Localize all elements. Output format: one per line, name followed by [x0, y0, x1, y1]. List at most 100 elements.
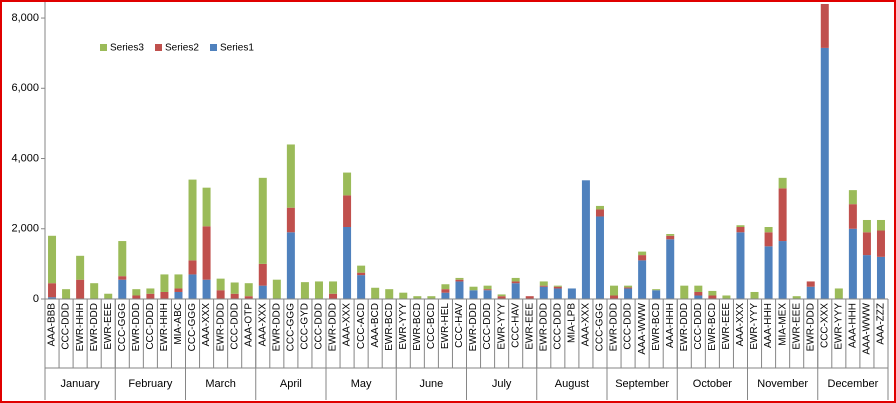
group-label: November — [757, 378, 808, 390]
x-tick-label: EWR-BCD — [384, 303, 395, 351]
x-tick-label: AAA-XXX — [257, 303, 268, 347]
y-tick-label: 0 — [33, 293, 39, 305]
x-tick-label: EWR-BCD — [412, 303, 423, 351]
y-tick-label: 6,000 — [11, 82, 39, 94]
group-label: February — [128, 378, 173, 390]
bar-segment — [694, 291, 703, 296]
bar-segment — [441, 284, 450, 290]
x-tick-label: CCC-ACD — [356, 303, 367, 349]
bar-segment — [455, 277, 464, 280]
x-tick-label: CCC-BCD — [426, 303, 437, 349]
x-tick-label: AAA-HHH — [848, 303, 859, 348]
x-tick-label: CCC-XXX — [819, 303, 830, 348]
x-tick-label: CCC-GGG — [187, 303, 198, 352]
bar-segment — [581, 180, 590, 299]
bar-segment — [272, 279, 281, 299]
bar-segment — [497, 294, 506, 297]
bar-segment — [539, 285, 548, 287]
bar-segment — [511, 283, 520, 299]
x-tick-label: CCC-DDD — [145, 303, 156, 350]
bar-segment — [511, 281, 520, 284]
bar-segment — [118, 241, 127, 277]
x-tick-label: EWR-DDD — [131, 303, 142, 351]
bar-segment — [876, 219, 885, 231]
bar-segment — [848, 190, 857, 205]
bar-segment — [820, 4, 829, 48]
bar-segment — [638, 255, 647, 261]
x-tick-label: EWR-DDD — [89, 303, 100, 351]
plot-area — [48, 4, 885, 299]
bar-segment — [736, 225, 745, 228]
x-tick-label: EWR-HHH — [75, 303, 86, 351]
bar-segment — [666, 235, 675, 240]
bar-segment — [567, 288, 576, 299]
bar-segment — [736, 227, 745, 233]
bar-segment — [680, 285, 689, 299]
bar-segment — [624, 287, 633, 289]
bar-segment — [329, 293, 338, 299]
bar-segment — [174, 288, 183, 292]
x-tick-label: CCC-DDD — [229, 303, 240, 350]
bar-segment — [595, 205, 604, 210]
x-tick-label: CCC-GYD — [300, 303, 311, 350]
group-label: August — [555, 378, 589, 390]
bar-segment — [427, 296, 436, 299]
bar-segment — [343, 227, 352, 299]
bar-segment — [539, 286, 548, 299]
bar-segment — [708, 295, 717, 299]
x-tick-label: AAA-OTP — [243, 303, 254, 347]
bar-segment — [132, 289, 141, 296]
group-label: January — [61, 378, 101, 390]
bar-segment — [652, 289, 661, 291]
bar-segment — [539, 281, 548, 286]
bar-segment — [146, 293, 155, 299]
x-tick-label: AAA-ZZZ — [876, 303, 887, 345]
x-tick-label: EWR-YYY — [833, 303, 844, 350]
bar-segment — [244, 296, 253, 299]
bar-segment — [441, 292, 450, 299]
bar-segment — [146, 288, 155, 294]
bar-segment — [62, 289, 71, 299]
legend-swatch — [155, 44, 162, 51]
bar-segment — [848, 228, 857, 299]
x-tick-label: CCC-DDD — [482, 303, 493, 350]
x-tick-label: AAA-XXX — [581, 303, 592, 347]
x-tick-label: CCC-DDD — [61, 303, 72, 350]
bar-segment — [216, 290, 225, 299]
bar-segment — [357, 275, 366, 299]
bar-segment — [441, 289, 450, 293]
x-tick-label: CCC-DDD — [693, 303, 704, 350]
x-tick-label: EWR-DDD — [468, 303, 479, 351]
bar-segment — [806, 286, 815, 299]
bar-segment — [610, 285, 619, 296]
bar-segment — [553, 286, 562, 289]
bar-segment — [511, 277, 520, 282]
bar-segment — [778, 188, 787, 242]
bar-segment — [876, 256, 885, 299]
bar-segment — [483, 285, 492, 290]
bar-segment — [624, 288, 633, 299]
bar-segment — [455, 281, 464, 299]
bar-segment — [258, 263, 267, 286]
bar-segment — [188, 274, 197, 299]
x-tick-label: CCC-HAV — [510, 303, 521, 348]
group-label: May — [351, 378, 372, 390]
bar-segment — [188, 179, 197, 261]
x-tick-label: AAA-HHH — [763, 303, 774, 348]
bar-segment — [764, 246, 773, 299]
bar-segment — [778, 241, 787, 299]
bar-segment — [399, 292, 408, 299]
bar-segment — [329, 281, 338, 294]
group-label: June — [419, 378, 443, 390]
bar-segment — [286, 207, 295, 233]
bar-segment — [806, 281, 815, 287]
bar-segment — [385, 289, 394, 299]
bar-segment — [104, 293, 113, 299]
legend-label: Series3 — [110, 43, 144, 54]
bar-segment — [652, 290, 661, 299]
bar-segment — [230, 293, 239, 299]
bar-segment — [708, 290, 717, 296]
group-label: October — [693, 378, 732, 390]
bar-segment — [694, 295, 703, 299]
